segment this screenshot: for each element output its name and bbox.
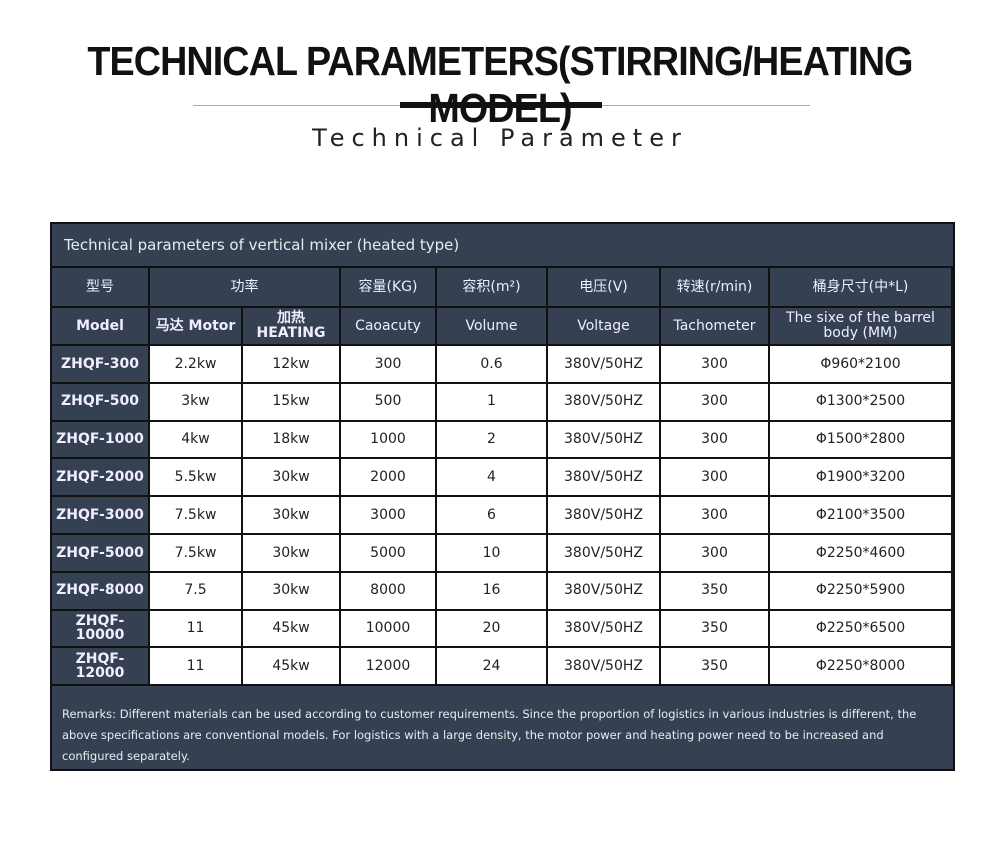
header-cell: 型号 xyxy=(52,268,148,306)
table-cell: 45kw xyxy=(243,648,339,685)
table-cell: 300 xyxy=(661,383,768,420)
table-cell: 350 xyxy=(661,610,768,647)
table-cell: 30kw xyxy=(243,535,339,571)
table-cell: 380V/50HZ xyxy=(548,535,659,571)
table-cell: 7.5kw xyxy=(150,535,241,571)
table-cell: 8000 xyxy=(341,572,435,609)
table-cell: Φ960*2100 xyxy=(770,346,951,382)
table-cell: 380V/50HZ xyxy=(548,648,659,685)
table-caption: Technical parameters of vertical mixer (… xyxy=(52,224,953,266)
table-cell: 350 xyxy=(661,572,768,609)
table-cell: 16 xyxy=(437,572,546,609)
table-cell: Φ2250*8000 xyxy=(770,648,951,685)
table-cell: 5000 xyxy=(341,535,435,571)
page-title: TECHNICAL PARAMETERS(STIRRING/HEATING MO… xyxy=(87,38,913,131)
remarks: Remarks: Different materials can be used… xyxy=(52,686,953,769)
model-cell: ZHQF-300 xyxy=(52,346,148,382)
header-cell: Volume xyxy=(437,308,546,344)
table-cell: 6 xyxy=(437,497,546,533)
table-cell: 4kw xyxy=(150,421,241,458)
table-cell: Φ2250*6500 xyxy=(770,610,951,647)
header-cell: 功率 xyxy=(150,268,339,306)
table-cell: 380V/50HZ xyxy=(548,383,659,420)
table-cell: 24 xyxy=(437,648,546,685)
table-cell: 18kw xyxy=(243,421,339,458)
table-cell: Φ1900*3200 xyxy=(770,459,951,496)
table-cell: 300 xyxy=(661,535,768,571)
table-cell: Φ2250*5900 xyxy=(770,572,951,609)
model-cell: ZHQF-12000 xyxy=(52,648,148,685)
table-cell: 380V/50HZ xyxy=(548,346,659,382)
page-subtitle: Technical Parameter xyxy=(312,124,688,152)
table-cell: Φ2100*3500 xyxy=(770,497,951,533)
model-cell: ZHQF-3000 xyxy=(52,497,148,533)
header-cell: Caoacuty xyxy=(341,308,435,344)
table-cell: 1000 xyxy=(341,421,435,458)
table-cell: 3000 xyxy=(341,497,435,533)
table-cell: 380V/50HZ xyxy=(548,572,659,609)
table-cell: 300 xyxy=(661,346,768,382)
table-cell: 7.5kw xyxy=(150,497,241,533)
table-cell: 300 xyxy=(661,497,768,533)
table-cell: 10000 xyxy=(341,610,435,647)
model-cell: ZHQF-2000 xyxy=(52,459,148,496)
table-cell: 45kw xyxy=(243,610,339,647)
model-cell: ZHQF-1000 xyxy=(52,421,148,458)
table-cell: 1 xyxy=(437,383,546,420)
table-cell: 20 xyxy=(437,610,546,647)
table-cell: 380V/50HZ xyxy=(548,497,659,533)
header-cell: 转速(r/min) xyxy=(661,268,768,306)
header-cell: Model xyxy=(52,308,148,344)
header-cell: 马达 Motor xyxy=(150,308,241,344)
header-cell: Voltage xyxy=(548,308,659,344)
divider-accent xyxy=(400,102,602,108)
header-cell: The sixe of the barrel body (MM) xyxy=(770,308,951,344)
header-cell: 桶身尺寸(中*L) xyxy=(770,268,951,306)
table-cell: Φ1500*2800 xyxy=(770,421,951,458)
table-cell: 0.6 xyxy=(437,346,546,382)
table-cell: 300 xyxy=(661,459,768,496)
table-cell: 300 xyxy=(661,421,768,458)
parameters-table: Technical parameters of vertical mixer (… xyxy=(50,222,955,771)
table-cell: 3kw xyxy=(150,383,241,420)
table-cell: 2 xyxy=(437,421,546,458)
table-cell: 30kw xyxy=(243,497,339,533)
table-cell: 7.5 xyxy=(150,572,241,609)
table-cell: 30kw xyxy=(243,572,339,609)
table-cell: 2000 xyxy=(341,459,435,496)
table-cell: 15kw xyxy=(243,383,339,420)
header-cell: 加热HEATING xyxy=(243,308,339,344)
model-cell: ZHQF-10000 xyxy=(52,610,148,647)
table-cell: 380V/50HZ xyxy=(548,459,659,496)
table-cell: 12kw xyxy=(243,346,339,382)
header-cell: 电压(V) xyxy=(548,268,659,306)
table-cell: 12000 xyxy=(341,648,435,685)
table-cell: 10 xyxy=(437,535,546,571)
model-cell: ZHQF-8000 xyxy=(52,572,148,609)
table-cell: 5.5kw xyxy=(150,459,241,496)
header-cell: 容量(KG) xyxy=(341,268,435,306)
table-cell: 380V/50HZ xyxy=(548,610,659,647)
table-cell: 2.2kw xyxy=(150,346,241,382)
table-cell: 500 xyxy=(341,383,435,420)
header-cell: 容积(m²) xyxy=(437,268,546,306)
table-cell: 11 xyxy=(150,648,241,685)
table-cell: 350 xyxy=(661,648,768,685)
table-cell: 380V/50HZ xyxy=(548,421,659,458)
table-cell: Φ2250*4600 xyxy=(770,535,951,571)
table-cell: 30kw xyxy=(243,459,339,496)
model-cell: ZHQF-500 xyxy=(52,383,148,420)
model-cell: ZHQF-5000 xyxy=(52,535,148,571)
table-cell: 4 xyxy=(437,459,546,496)
header-cell: Tachometer xyxy=(661,308,768,344)
table-cell: 11 xyxy=(150,610,241,647)
table-cell: 300 xyxy=(341,346,435,382)
table-cell: Φ1300*2500 xyxy=(770,383,951,420)
